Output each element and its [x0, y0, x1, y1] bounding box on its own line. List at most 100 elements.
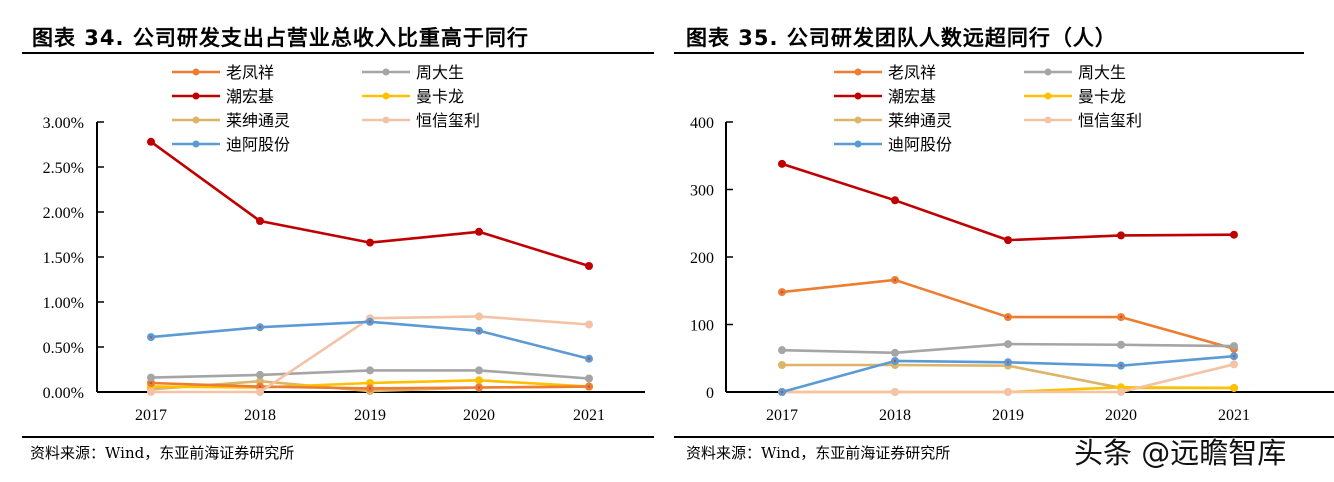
legend-label: 恒信玺利: [1078, 111, 1142, 130]
x-tick-label: 2021: [1218, 407, 1250, 424]
y-tick-label: 400: [690, 115, 714, 132]
data-point: [1117, 231, 1125, 240]
data-point: [1117, 388, 1125, 396]
series-潮宏基: [778, 159, 1238, 245]
legend-label: 老凤祥: [226, 63, 274, 82]
data-point-center: [149, 335, 153, 339]
chart-panel-rd-expense-ratio: 图表 34. 公司研发支出占营业总收入比重高于同行 0.00% 0.50% 1.00…: [0, 0, 660, 482]
legend-swatch-marker: [854, 92, 862, 100]
data-point: [891, 348, 899, 357]
y-tick-label: 0.00%: [43, 385, 84, 402]
line-chart-rd-ratio: 0.00% 0.50% 1.00% 1.50% 2.00% 2.50% 3.00% 2017 2…: [43, 63, 645, 424]
x-tick-label: 2020: [463, 407, 495, 424]
data-point: [366, 238, 374, 247]
legend-swatch-marker: [1044, 92, 1052, 100]
legend-swatch-marker: [382, 92, 390, 100]
legend-item: 曼卡龙: [1024, 87, 1126, 106]
footer-rule: [674, 436, 1334, 438]
legend-item: 潮宏基: [834, 87, 936, 106]
y-tick-label: 2.00%: [43, 205, 84, 222]
legend-item: 恒信玺利: [1024, 111, 1142, 130]
data-point: [585, 374, 593, 383]
x-tick-label: 2018: [879, 407, 911, 424]
data-point-center: [587, 357, 591, 360]
plot-area: [147, 137, 593, 396]
data-point: [1230, 383, 1238, 392]
y-tick-label: 0.50%: [43, 340, 84, 357]
legend-swatch-marker: [854, 116, 862, 124]
plot-area: [778, 159, 1238, 396]
legend-swatch-marker: [1044, 116, 1052, 124]
legend-item: 周大生: [1024, 63, 1126, 82]
data-point-center: [893, 359, 897, 363]
data-point: [366, 366, 374, 375]
x-tick-label: 2019: [992, 407, 1024, 424]
axes: 0 100 200 300 400 2017 2018 2019 2020 2021: [690, 115, 1334, 424]
data-point-center: [1232, 355, 1236, 358]
data-point: [585, 262, 593, 270]
data-point: [475, 312, 483, 321]
legend-item: 迪阿股份: [834, 135, 952, 154]
y-tick-label: 3.00%: [43, 115, 84, 132]
data-point: [256, 217, 264, 225]
legend-item: 老凤祥: [172, 63, 274, 82]
data-point-center: [780, 390, 784, 394]
chart-title: 图表 34. 公司研发支出占营业总收入比重高于同行: [32, 26, 529, 50]
legend-item: 恒信玺利: [362, 111, 480, 130]
data-point: [475, 376, 483, 385]
x-tick-label: 2018: [244, 407, 276, 424]
x-tick-label: 2020: [1105, 407, 1137, 424]
series-潮宏基: [147, 137, 593, 270]
data-point: [891, 388, 899, 396]
legend-label: 恒信玺利: [416, 111, 480, 130]
legend-swatch-marker: [382, 68, 390, 76]
data-point-center: [368, 387, 372, 390]
legend-label: 周大生: [1078, 63, 1126, 82]
source-note: 资料来源：Wind，东亚前海证券研究所: [30, 444, 295, 462]
source-note: 资料来源：Wind，东亚前海证券研究所: [686, 444, 951, 462]
y-tick-label: 300: [690, 183, 714, 200]
x-tick-label: 2019: [354, 407, 386, 424]
legend-swatch-marker: [854, 140, 862, 148]
data-point: [585, 320, 593, 329]
series-迪阿股份: [147, 317, 593, 363]
legend-swatch-marker: [192, 92, 200, 100]
legend-item: 曼卡龙: [362, 87, 464, 106]
x-tick-label: 2021: [573, 407, 605, 424]
data-point: [147, 388, 155, 396]
line-chart-rd-headcount: 0 100 200 300 400 2017 2018 2019 2020 2021 老凤祥 周大生潮…: [690, 63, 1334, 424]
legend-label: 潮宏基: [226, 87, 274, 106]
data-point: [1004, 388, 1012, 396]
legend-item: 周大生: [362, 63, 464, 82]
legend-item: 潮宏基: [172, 87, 274, 106]
legend-swatch-marker: [192, 68, 200, 76]
legend-swatch-marker: [1044, 68, 1052, 76]
data-point: [475, 366, 483, 375]
y-tick-label: 0: [706, 385, 714, 402]
data-point: [1230, 230, 1238, 239]
chart-panel-rd-headcount: 图表 35. 公司研发团队人数远超同行（人） 0 100 200 300 400 2017…: [670, 0, 1334, 482]
data-point-center: [258, 385, 262, 388]
x-tick-label: 2017: [766, 407, 798, 424]
data-point-center: [258, 326, 262, 329]
series-line: [150, 140, 590, 268]
legend-item: 迪阿股份: [172, 135, 290, 154]
data-point-center: [1119, 315, 1123, 319]
legend-swatch-marker: [382, 116, 390, 124]
legend-item: 莱绅通灵: [172, 111, 290, 130]
data-point-center: [477, 386, 481, 389]
legend-label: 老凤祥: [888, 63, 936, 82]
data-point-center: [780, 290, 784, 294]
legend-label: 迪阿股份: [226, 135, 290, 154]
data-point-center: [1006, 361, 1010, 364]
legend-item: 老凤祥: [834, 63, 936, 82]
data-point-center: [368, 320, 372, 323]
data-point-center: [149, 381, 153, 385]
data-point: [1230, 360, 1238, 369]
legend-label: 潮宏基: [888, 87, 936, 106]
watermark: 头条 @远瞻智库: [1074, 436, 1287, 470]
data-point-center: [1006, 315, 1010, 319]
data-point: [147, 137, 155, 146]
data-point: [778, 361, 786, 369]
